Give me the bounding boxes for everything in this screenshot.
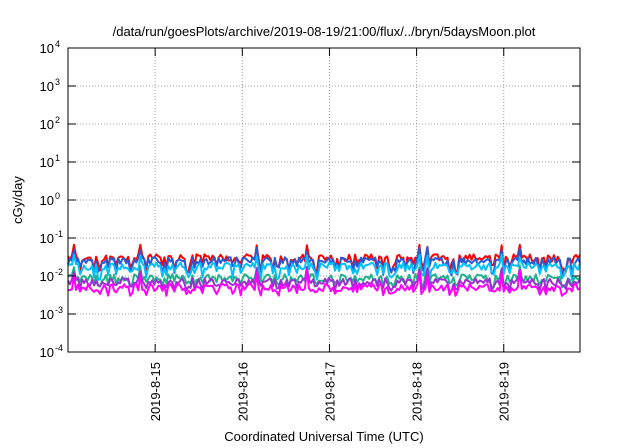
x-tick-label: 2019-8-15 xyxy=(148,362,163,421)
y-tick-exponent: -4 xyxy=(55,343,63,353)
y-tick-exponent: -1 xyxy=(55,229,63,239)
y-tick-exponent: 2 xyxy=(55,115,60,125)
y-tick-exponent: 4 xyxy=(55,39,60,49)
x-axis-label: Coordinated Universal Time (UTC) xyxy=(224,429,423,444)
y-tick-exponent: 0 xyxy=(55,191,60,201)
y-tick-label: 10 xyxy=(40,41,54,56)
y-tick-exponent: -3 xyxy=(55,305,63,315)
series-line-1 xyxy=(67,246,581,277)
series-line-4 xyxy=(67,266,581,293)
y-tick-exponent: 3 xyxy=(55,77,60,87)
x-tick-label: 2019-8-19 xyxy=(497,362,512,421)
series-layer xyxy=(67,243,581,297)
y-tick-label: 10 xyxy=(40,79,54,94)
y-tick-label: 10 xyxy=(40,117,54,132)
y-tick-label: 10 xyxy=(40,193,54,208)
grid xyxy=(68,48,580,352)
x-tick-label: 2019-8-17 xyxy=(322,362,337,421)
chart-title: /data/run/goesPlots/archive/2019-08-19/2… xyxy=(113,24,536,39)
y-tick-exponent: -2 xyxy=(55,267,63,277)
y-tick-exponent: 1 xyxy=(55,153,60,163)
series-line-2 xyxy=(67,253,581,281)
y-tick-label: 10 xyxy=(40,269,54,284)
y-tick-label: 10 xyxy=(40,345,54,360)
x-tick-label: 2019-8-16 xyxy=(235,362,250,421)
y-tick-label: 10 xyxy=(40,231,54,246)
series-line-5 xyxy=(67,268,581,297)
y-axis-label: cGy/day xyxy=(10,176,25,224)
y-tick-label: 10 xyxy=(40,307,54,322)
x-tick-label: 2019-8-18 xyxy=(410,362,425,421)
y-tick-label: 10 xyxy=(40,155,54,170)
